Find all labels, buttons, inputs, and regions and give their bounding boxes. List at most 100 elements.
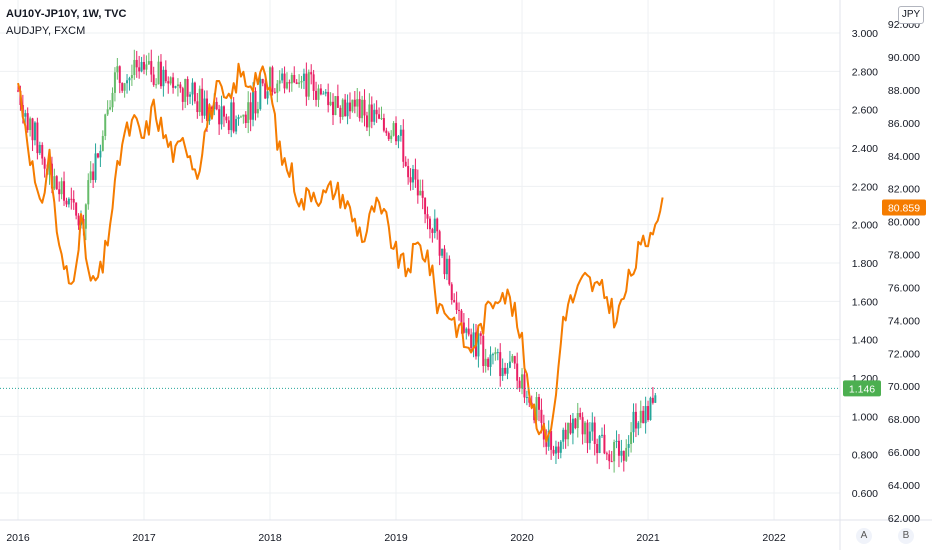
candle-body — [632, 411, 635, 433]
spread-tick-label: 2.400 — [852, 143, 878, 155]
audjpy-tick-label: 82.000 — [888, 184, 920, 196]
spread-tick-label: 2.000 — [852, 220, 878, 232]
candle-body — [152, 74, 155, 85]
candle-body — [487, 358, 490, 367]
candle-body — [501, 367, 504, 377]
candle-body — [634, 411, 637, 429]
candle-body — [89, 171, 92, 181]
spread-tick-label: 1.000 — [852, 411, 878, 423]
candle-body — [559, 441, 562, 453]
spread-tick-label: 2.800 — [852, 66, 878, 78]
candle-body — [305, 73, 308, 97]
candle-body — [324, 91, 327, 94]
candle-body — [281, 73, 284, 81]
candle-body — [159, 61, 162, 87]
candle-body — [176, 84, 179, 87]
audjpy-tick-label: 68.000 — [888, 414, 920, 426]
candle-body — [135, 59, 138, 68]
candle-body — [162, 69, 165, 87]
candle-body — [184, 78, 187, 102]
candle-body — [109, 107, 112, 110]
candle-body — [494, 352, 497, 355]
candle-body — [302, 73, 305, 82]
candle-body — [356, 99, 359, 107]
candle-body — [210, 107, 213, 110]
candle-body — [106, 109, 109, 115]
audjpy-last-badge — [882, 199, 926, 216]
candle-body — [315, 90, 318, 100]
candle-body — [615, 440, 618, 443]
audjpy-tick-label: 84.000 — [888, 151, 920, 163]
symbol-legend[interactable]: AU10Y-JP10Y, 1W, TVC — [6, 8, 127, 20]
candle-body — [416, 179, 419, 196]
candle-body — [397, 135, 400, 142]
candle-body — [651, 397, 654, 403]
candle-body — [574, 418, 577, 429]
candle-body — [145, 64, 148, 70]
candle-body — [128, 78, 131, 81]
candle-body — [295, 82, 298, 85]
audjpy-tick-label: 70.000 — [888, 381, 920, 393]
candle-body — [511, 356, 514, 362]
candle-body — [639, 410, 642, 423]
candle-body — [278, 80, 281, 84]
candle-body — [584, 422, 587, 435]
candle-body — [402, 129, 405, 162]
candle-body — [26, 113, 29, 131]
candle-body — [206, 98, 209, 121]
candle-body — [150, 61, 153, 75]
candle-body — [143, 61, 146, 70]
log-scale-button[interactable]: B — [898, 528, 914, 544]
compare-legend[interactable]: AUDJPY, FXCM — [6, 25, 86, 37]
candle-body — [375, 109, 378, 115]
candle-body — [271, 67, 274, 92]
year-tick-label: 2016 — [6, 532, 30, 544]
audjpy-series-line — [17, 62, 664, 443]
candle-body — [467, 328, 470, 335]
candle-body — [60, 181, 63, 195]
candle-body — [215, 101, 218, 110]
candle-body — [521, 374, 524, 389]
candle-body — [387, 133, 390, 140]
candle-body — [252, 90, 255, 120]
year-tick-label: 2017 — [132, 532, 156, 544]
candle-body — [567, 422, 570, 440]
year-tick-label: 2018 — [258, 532, 282, 544]
candle-body — [225, 116, 228, 121]
candle-body — [269, 67, 272, 92]
candle-body — [104, 114, 107, 137]
spread-tick-label: 1.800 — [852, 258, 878, 270]
auto-scale-button[interactable]: A — [856, 528, 872, 544]
candle-body — [276, 83, 279, 93]
candle-body — [203, 98, 206, 116]
candle-body — [121, 83, 124, 91]
candle-body — [327, 91, 330, 106]
candle-body — [385, 130, 388, 134]
candle-body — [518, 380, 521, 389]
candle-body — [298, 82, 301, 85]
candle-body — [92, 171, 95, 180]
candle-body — [557, 446, 560, 453]
candle-body — [448, 258, 451, 285]
candle-body — [431, 229, 434, 233]
candle-body — [310, 72, 313, 75]
candle-body — [535, 397, 538, 421]
candle-body — [395, 123, 398, 142]
candle-body — [622, 450, 625, 461]
candle-body — [368, 104, 371, 128]
candle-body — [499, 352, 502, 377]
candle-body — [365, 115, 368, 128]
candle-body — [436, 218, 439, 232]
currency-badge[interactable]: JPY — [898, 6, 924, 24]
candle-body — [174, 86, 177, 88]
candle-body — [608, 454, 611, 462]
candle-body — [126, 80, 129, 84]
candle-body — [508, 361, 511, 368]
candle-body — [239, 116, 242, 118]
spread-tick-label: 3.000 — [852, 28, 878, 40]
candle-body — [569, 422, 572, 434]
candle-body — [472, 332, 475, 349]
candle-body — [130, 75, 133, 79]
